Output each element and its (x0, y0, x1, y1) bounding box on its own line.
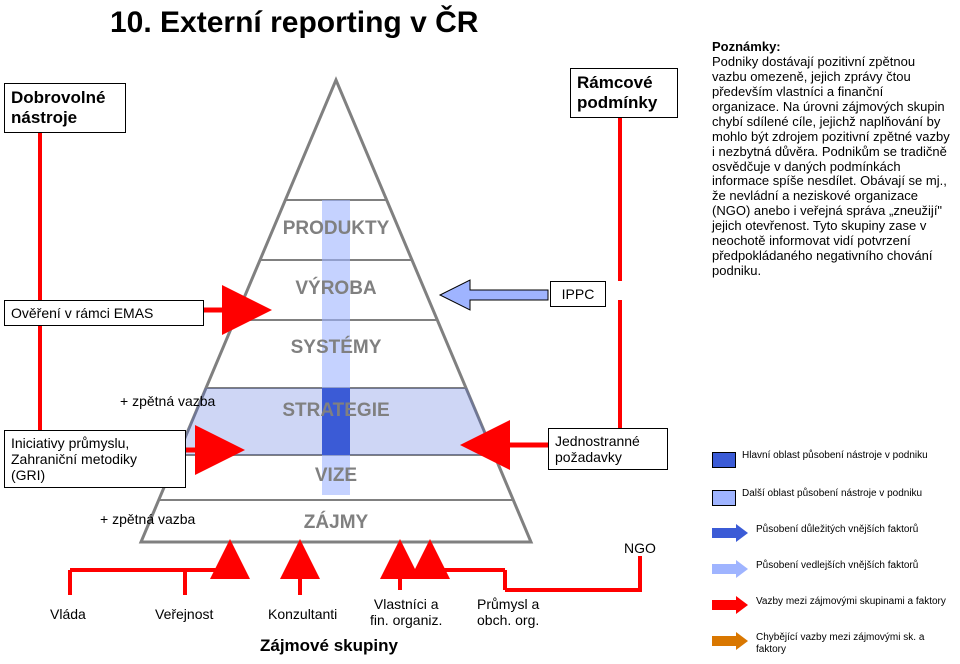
legend-ar-6 (712, 632, 748, 650)
legend-tx-4: Působení vedlejších vnějších faktorů (756, 560, 956, 572)
legend-ar-3 (712, 524, 748, 542)
notes-heading: Poznámky: (712, 39, 781, 54)
notes-panel: Poznámky: Podniky dostávají pozitivní zp… (712, 40, 952, 279)
box-ippc: IPPC (550, 281, 606, 307)
box-jednostranne: Jednostranné požadavky (548, 428, 668, 470)
zpetna-2: + zpětná vazba (100, 511, 195, 527)
legend-tx-1: Hlavní oblast působení nástroje v podnik… (742, 450, 952, 462)
notes-body: Podniky dostávají pozitivní zpětnou vazb… (712, 54, 950, 278)
arrow-ippc (440, 280, 548, 310)
pyramid-strategie: STRATEGIE (236, 400, 436, 422)
bottom-heading: Zájmové skupiny (260, 636, 398, 656)
dobrovolne-l1: Dobrovolné (11, 88, 105, 107)
legend-tx-3: Působení důležitých vnějších faktorů (756, 524, 956, 536)
jed-l2: požadavky (555, 449, 622, 465)
ramcove-l1: Rámcové (577, 73, 653, 92)
legend-sq-1 (712, 452, 736, 468)
stake-konzultanti: Konzultanti (268, 606, 337, 622)
pyramid-vize: VIZE (236, 465, 436, 487)
box-dobrovolne: Dobrovolné nástroje (4, 83, 126, 133)
emas-text: Ověření v rámci EMAS (11, 305, 153, 321)
ramcove-l2: podmínky (577, 93, 657, 112)
legend-ar-4 (712, 560, 748, 578)
stake-vlastnici: Vlastníci afin. organiz. (370, 596, 442, 628)
pyramid-systemy: SYSTÉMY (236, 337, 436, 359)
legend-tx-5: Vazby mezi zájmovými skupinami a faktory (756, 596, 956, 608)
stake-prumysl: Průmysl aobch. org. (477, 596, 539, 628)
legend-sq-2 (712, 490, 736, 506)
ngo-label: NGO (624, 540, 656, 556)
pyramid-produkty: PRODUKTY (236, 218, 436, 240)
legend-ar-5 (712, 596, 748, 614)
box-emas: Ověření v rámci EMAS (4, 300, 204, 326)
pyramid-vyroba: VÝROBA (236, 278, 436, 300)
gri-l3: (GRI) (11, 467, 45, 483)
gri-l2: Zahraniční metodiky (11, 451, 137, 467)
ippc-text: IPPC (562, 286, 595, 302)
dobrovolne-l2: nástroje (11, 108, 77, 127)
box-gri: Iniciativy průmyslu, Zahraniční metodiky… (4, 430, 186, 488)
box-ramcove: Rámcové podmínky (570, 68, 678, 118)
jed-l1: Jednostranné (555, 433, 640, 449)
legend-tx-6: Chybějící vazby mezi zájmovými sk. a fak… (756, 632, 956, 655)
stake-verejnost: Veřejnost (155, 606, 213, 622)
stake-vlada: Vláda (50, 606, 86, 622)
pyramid-zajmy: ZÁJMY (236, 512, 436, 534)
legend-tx-2: Další oblast působení nástroje v podniku (742, 488, 952, 500)
gri-l1: Iniciativy průmyslu, (11, 435, 129, 451)
zpetna-1: + zpětná vazba (120, 393, 215, 409)
